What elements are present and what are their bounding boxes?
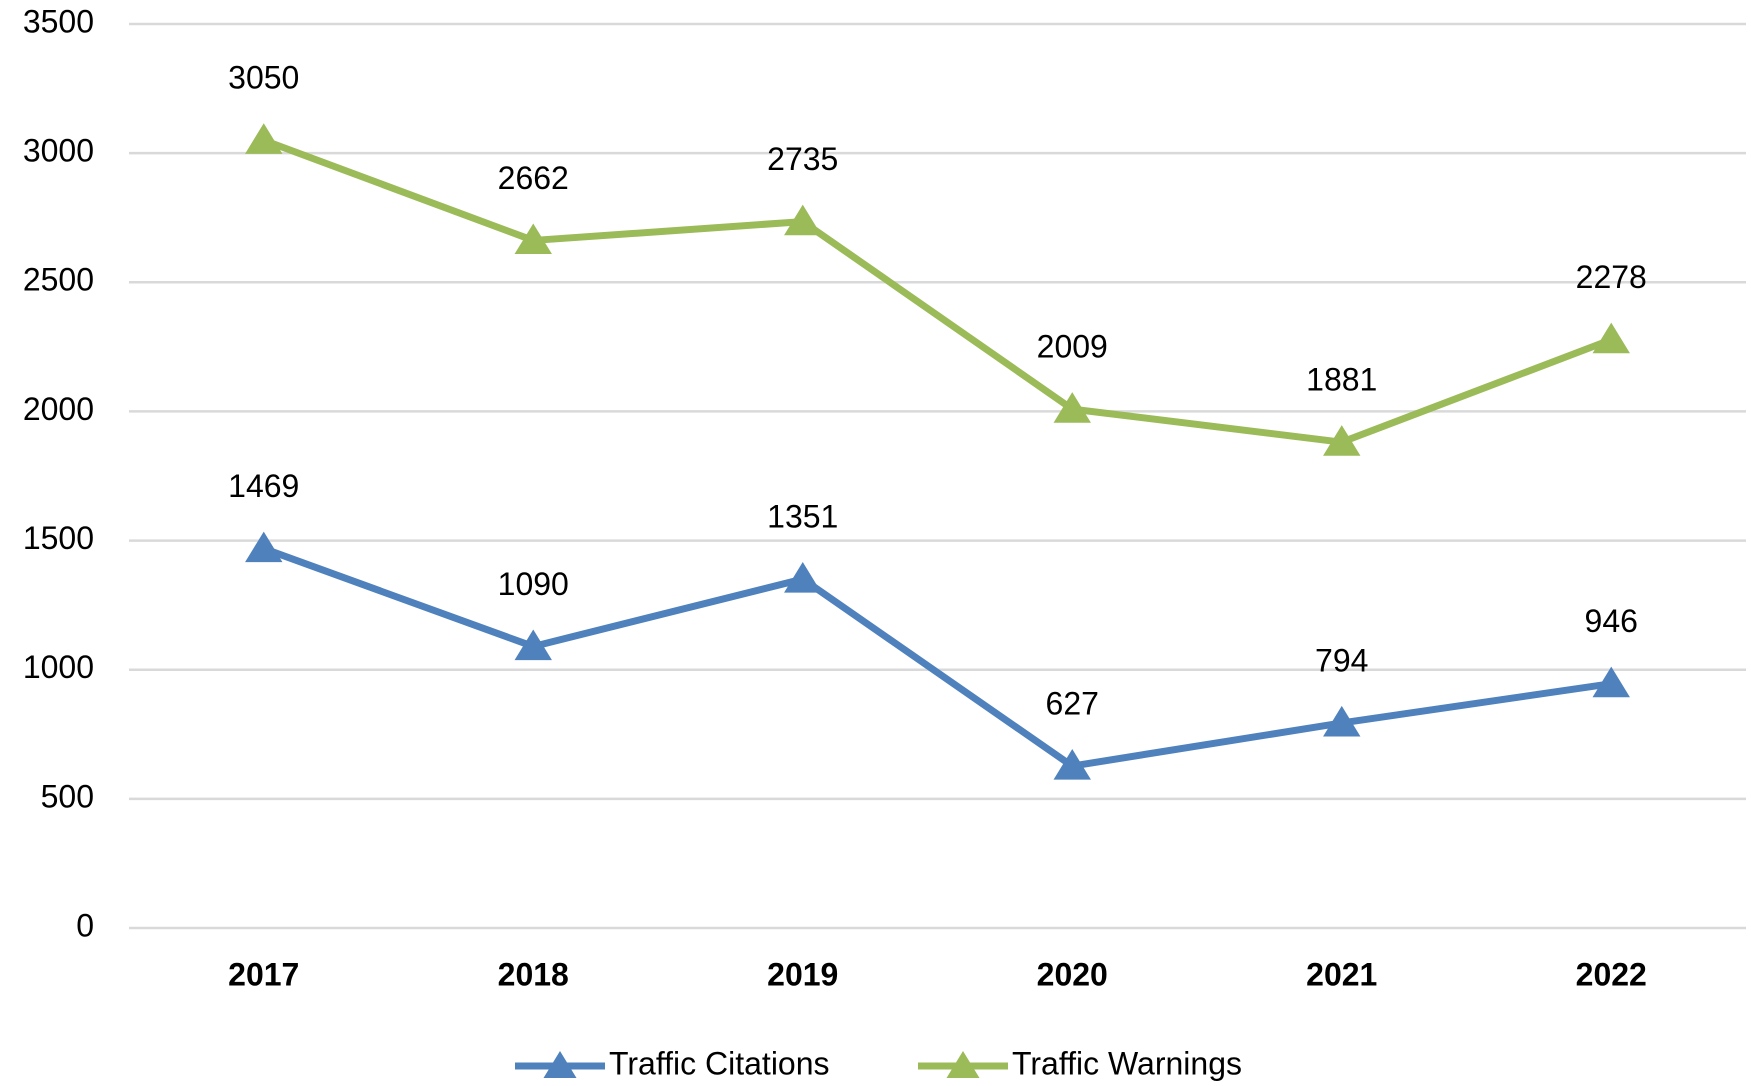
y-tick-label: 2000: [23, 391, 94, 427]
data-label: 627: [1046, 686, 1099, 722]
data-label: 2662: [498, 160, 569, 196]
x-tick-label: 2019: [767, 956, 838, 992]
data-label: 2009: [1037, 329, 1108, 365]
legend-marker: [946, 1051, 980, 1078]
legend-marker: [543, 1051, 577, 1078]
data-label: 1881: [1306, 362, 1377, 398]
marker: [1592, 666, 1630, 698]
y-tick-label: 0: [76, 907, 94, 943]
data-label: 946: [1585, 603, 1638, 639]
data-label: 1090: [498, 566, 569, 602]
marker: [1053, 749, 1091, 780]
marker: [1323, 425, 1361, 456]
y-tick-label: 3000: [23, 133, 94, 169]
data-label: 3050: [228, 60, 299, 96]
marker: [1053, 392, 1091, 423]
data-label: 1469: [228, 468, 299, 504]
y-tick-label: 1000: [23, 649, 94, 685]
x-tick-label: 2021: [1306, 956, 1377, 992]
x-tick-label: 2017: [228, 956, 299, 992]
marker: [245, 531, 283, 563]
data-label: 794: [1315, 642, 1368, 678]
marker: [245, 123, 283, 154]
legend-label: Traffic Citations: [609, 1045, 830, 1081]
series-line: [262, 136, 1613, 446]
data-label: 2278: [1576, 259, 1647, 295]
x-tick-label: 2018: [498, 956, 569, 992]
y-tick-label: 500: [41, 778, 94, 814]
x-tick-label: 2020: [1037, 956, 1108, 992]
y-tick-label: 1500: [23, 520, 94, 556]
y-tick-label: 2500: [23, 262, 94, 298]
marker: [784, 204, 822, 236]
data-label: 1351: [767, 499, 838, 535]
marker: [1323, 705, 1361, 737]
legend-label: Traffic Warnings: [1012, 1045, 1242, 1081]
marker: [1592, 322, 1630, 354]
marker: [514, 629, 552, 661]
marker: [514, 223, 552, 255]
x-tick-label: 2022: [1576, 956, 1647, 992]
y-tick-label: 3500: [23, 3, 94, 39]
series-line: [262, 545, 1612, 770]
marker: [784, 562, 822, 593]
data-label: 2735: [767, 141, 838, 177]
